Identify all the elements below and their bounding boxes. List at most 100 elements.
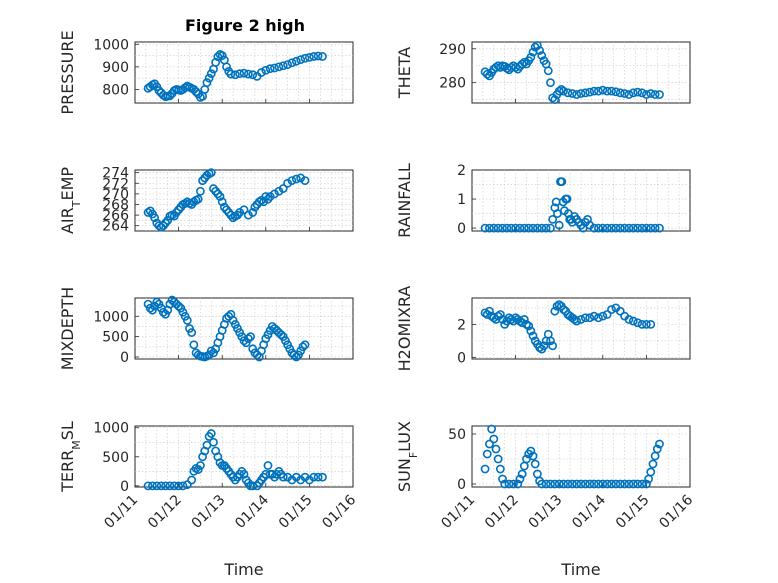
data-point bbox=[541, 223, 551, 233]
plot-area bbox=[471, 41, 691, 104]
data-point bbox=[528, 451, 538, 461]
data-point bbox=[602, 479, 612, 489]
y-axis-label: TERRMSL bbox=[58, 421, 83, 493]
data-point bbox=[628, 223, 638, 233]
data-point bbox=[628, 316, 638, 326]
data-point bbox=[239, 205, 249, 215]
data-point bbox=[509, 479, 518, 489]
data-point bbox=[158, 307, 168, 317]
data-point bbox=[624, 223, 634, 233]
y-tick-label: 500 bbox=[102, 450, 129, 466]
data-point bbox=[485, 223, 494, 233]
data-point bbox=[298, 342, 308, 352]
data-point bbox=[611, 87, 621, 97]
data-point bbox=[548, 341, 558, 351]
data-point bbox=[607, 305, 616, 314]
data-point bbox=[318, 472, 327, 482]
data-point bbox=[602, 86, 612, 96]
data-point bbox=[226, 69, 236, 79]
data-point bbox=[276, 330, 286, 339]
data-point bbox=[624, 90, 634, 99]
data-point bbox=[519, 315, 529, 324]
data-point bbox=[594, 223, 603, 233]
data-point bbox=[562, 194, 572, 204]
data-point bbox=[485, 439, 494, 449]
data-point bbox=[504, 479, 514, 489]
data-point bbox=[202, 170, 212, 180]
y-tick-label: 266 bbox=[102, 208, 129, 224]
data-point bbox=[163, 215, 173, 225]
data-point bbox=[217, 197, 227, 207]
data-point bbox=[628, 479, 638, 489]
data-point bbox=[594, 86, 603, 96]
data-point bbox=[482, 449, 492, 459]
data-point bbox=[607, 479, 616, 489]
data-point bbox=[539, 341, 549, 351]
data-point bbox=[287, 176, 297, 186]
data-point bbox=[489, 223, 499, 233]
data-point bbox=[650, 90, 660, 99]
data-point bbox=[589, 86, 599, 96]
data-point bbox=[563, 479, 573, 489]
data-point bbox=[169, 481, 179, 491]
data-point bbox=[646, 223, 656, 233]
data-point bbox=[515, 316, 525, 326]
data-point bbox=[580, 88, 590, 98]
data-point bbox=[143, 481, 153, 491]
figure-title: Figure 2 high bbox=[185, 16, 305, 35]
y-tick-label: 268 bbox=[102, 197, 129, 213]
data-point bbox=[498, 474, 507, 484]
data-point bbox=[615, 306, 625, 316]
data-point bbox=[491, 444, 501, 454]
data-point bbox=[206, 429, 216, 438]
data-point bbox=[615, 479, 625, 489]
data-point bbox=[257, 68, 266, 77]
data-point bbox=[541, 479, 551, 489]
data-point bbox=[165, 91, 175, 101]
data-point bbox=[620, 89, 629, 98]
data-point bbox=[546, 223, 555, 233]
data-point bbox=[556, 85, 566, 94]
data-point bbox=[289, 350, 299, 360]
data-point bbox=[304, 52, 314, 62]
data-point bbox=[206, 346, 216, 356]
data-point bbox=[189, 197, 199, 207]
data-point bbox=[633, 318, 643, 328]
y-tick-label: 900 bbox=[102, 60, 129, 76]
axes-pressure: 800 900 1000 PRESSURE bbox=[58, 30, 354, 115]
data-point bbox=[517, 59, 527, 69]
data-point bbox=[178, 481, 188, 491]
y-tick-label: 500 bbox=[102, 330, 129, 346]
data-point bbox=[533, 40, 542, 50]
data-point bbox=[637, 88, 647, 98]
data-point bbox=[598, 85, 608, 95]
data-point bbox=[553, 209, 562, 218]
data-point bbox=[652, 444, 662, 454]
data-point bbox=[187, 475, 197, 485]
data-point bbox=[526, 52, 536, 62]
data-point bbox=[519, 57, 529, 67]
y-tick-label: 1000 bbox=[93, 421, 129, 437]
y-axis-label: THETA bbox=[395, 47, 414, 99]
data-point bbox=[191, 87, 201, 97]
y-axis-label: AIRTEMP bbox=[58, 167, 83, 234]
data-point bbox=[650, 223, 660, 233]
data-point bbox=[502, 223, 512, 233]
data-point bbox=[528, 223, 538, 233]
data-point bbox=[546, 479, 555, 489]
y-tick-label: 2 bbox=[457, 317, 466, 333]
data-point bbox=[213, 52, 223, 62]
data-point bbox=[165, 481, 175, 491]
data-point bbox=[517, 469, 527, 479]
data-point bbox=[611, 223, 621, 233]
data-point bbox=[193, 194, 203, 204]
data-point bbox=[148, 481, 157, 491]
data-point bbox=[572, 316, 582, 326]
data-point bbox=[511, 223, 520, 233]
data-point bbox=[620, 223, 629, 233]
y-tick-label: 0 bbox=[120, 479, 129, 495]
data-point bbox=[576, 315, 586, 324]
data-point bbox=[489, 313, 499, 323]
y-tick-label: 1000 bbox=[93, 37, 129, 53]
